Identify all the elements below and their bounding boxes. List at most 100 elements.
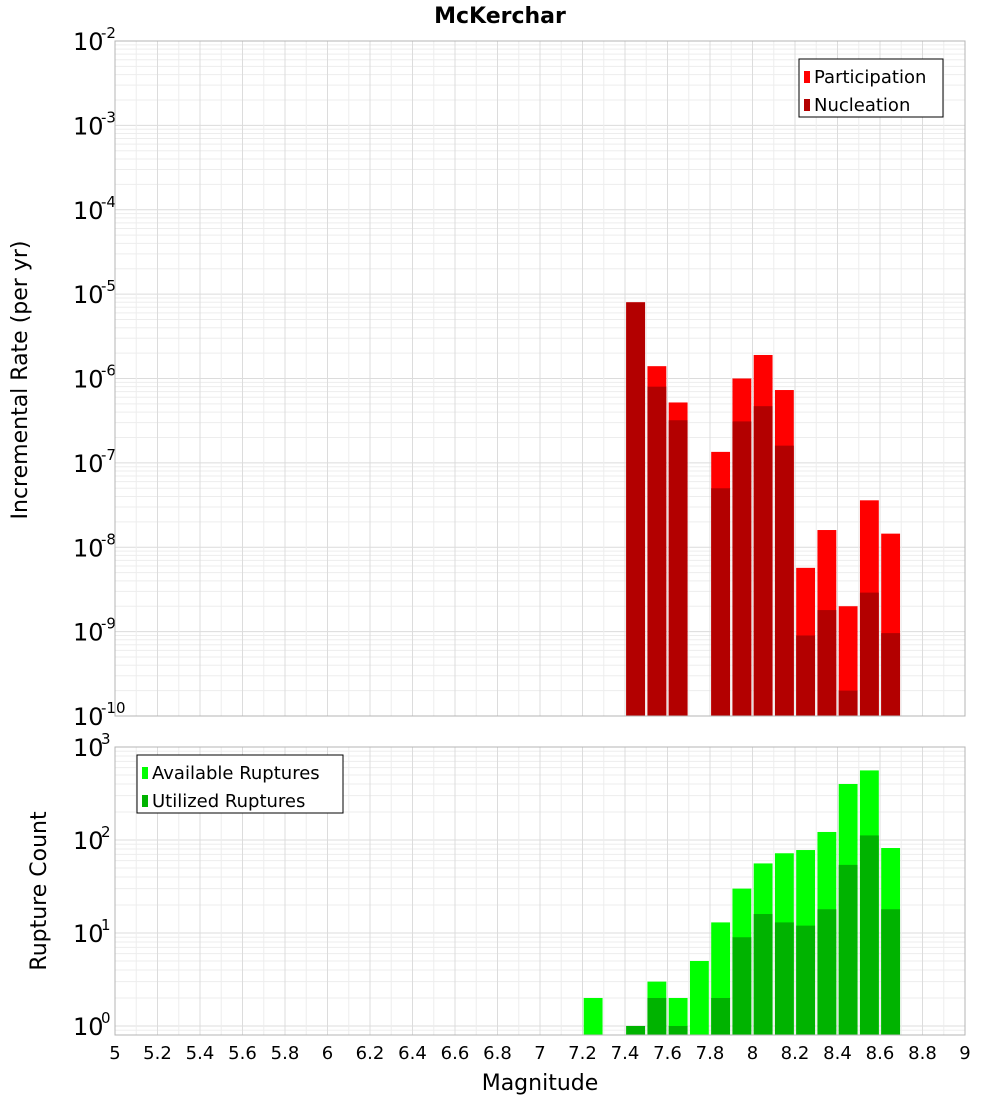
bar [774, 922, 794, 1035]
legend-box [136, 754, 344, 814]
bar [711, 997, 731, 1035]
bar [753, 406, 773, 716]
x-tick-label: 5.8 [271, 1043, 300, 1064]
bar [859, 592, 879, 716]
y-tick-label: 10 [73, 619, 104, 647]
y-tick-exponent: -4 [101, 193, 116, 211]
bar [668, 420, 688, 716]
y-tick-label: 10 [73, 1013, 104, 1041]
y-tick-label: 10 [73, 450, 104, 478]
bar [881, 909, 901, 1035]
plot-frame [114, 746, 966, 1036]
y-tick-exponent: -7 [101, 446, 116, 464]
plot-frame [114, 40, 966, 717]
legend-label: Utilized Ruptures [152, 791, 305, 812]
x-tick-label: 8.8 [908, 1043, 937, 1064]
rate-plot: 10-1010-910-810-710-610-510-410-310-2Par… [73, 24, 966, 731]
y-tick-exponent: 2 [101, 823, 111, 841]
bar [774, 445, 794, 716]
bar [732, 937, 752, 1035]
legend-label: Participation [814, 67, 926, 88]
x-tick-label: 7 [534, 1043, 545, 1064]
legend-swatch [804, 71, 810, 83]
bar [626, 1025, 646, 1035]
bar [796, 635, 816, 716]
legend: Participation Nucleation [798, 58, 944, 118]
x-tick-label: 5.4 [186, 1043, 215, 1064]
x-tick-label: 7.4 [611, 1043, 640, 1064]
y-tick-exponent: -6 [101, 362, 116, 380]
y-tick-label: 10 [73, 112, 104, 140]
x-tick-label: 5.2 [143, 1043, 172, 1064]
y-tick-label: 10 [73, 366, 104, 394]
x-tick-label: 7.6 [653, 1043, 682, 1064]
x-tick-label: 9 [959, 1043, 970, 1064]
y-tick-exponent: 1 [101, 916, 111, 934]
y-tick-exponent: 3 [101, 730, 111, 748]
y-tick-label: 10 [73, 920, 104, 948]
y-tick-exponent: -2 [101, 24, 116, 42]
x-tick-label: 6.2 [356, 1043, 385, 1064]
bar [647, 386, 667, 716]
y-tick-exponent: 0 [101, 1009, 111, 1027]
bar [796, 925, 816, 1035]
x-tick-label: 8.2 [781, 1043, 810, 1064]
y-tick-label: 10 [73, 734, 104, 762]
y-tick-exponent: -9 [101, 615, 116, 633]
legend-swatch [142, 767, 148, 779]
y-tick-label: 10 [73, 703, 104, 731]
x-tick-label: 6 [322, 1043, 333, 1064]
chart-title: McKerchar [434, 4, 566, 29]
x-tick-label: 5.6 [228, 1043, 257, 1064]
bar [838, 606, 858, 716]
x-tick-label: 6.8 [483, 1043, 512, 1064]
bar [859, 835, 879, 1035]
bar [817, 610, 837, 716]
y-tick-exponent: -3 [101, 108, 116, 126]
bar [753, 914, 773, 1035]
bar [881, 633, 901, 716]
y-tick-label: 10 [73, 281, 104, 309]
y-tick-exponent: -10 [101, 699, 126, 717]
x-tick-label: 8.6 [866, 1043, 895, 1064]
bar [668, 997, 688, 1035]
x-tick-label: 7.2 [568, 1043, 597, 1064]
legend-box [798, 58, 944, 118]
bar [647, 997, 667, 1035]
y-tick-label: 10 [73, 827, 104, 855]
bar [732, 421, 752, 716]
top-y-axis-label: Incremental Rate (per yr) [8, 241, 33, 520]
series-utilized-ruptures [626, 835, 901, 1035]
y-tick-label: 10 [73, 28, 104, 56]
y-tick-label: 10 [73, 534, 104, 562]
bar [626, 302, 646, 716]
legend-label: Available Ruptures [152, 763, 320, 784]
bar [838, 864, 858, 1035]
x-tick-label: 5 [109, 1043, 120, 1064]
bar [583, 997, 603, 1035]
x-tick-label: 6.6 [441, 1043, 470, 1064]
bar [711, 488, 731, 716]
gridlines [114, 41, 966, 717]
x-tick-label: 8 [747, 1043, 758, 1064]
bottom-y-axis-label: Rupture Count [27, 811, 52, 971]
legend-label: Nucleation [814, 95, 910, 116]
bar [838, 690, 858, 716]
legend: Available Ruptures Utilized Ruptures [136, 754, 344, 814]
series-nucleation [626, 302, 901, 716]
x-tick-label: 7.8 [696, 1043, 725, 1064]
x-tick-label: 8.4 [823, 1043, 852, 1064]
bar [668, 1025, 688, 1035]
y-tick-label: 10 [73, 197, 104, 225]
y-tick-exponent: -8 [101, 530, 116, 548]
x-axis-label: Magnitude [482, 1071, 599, 1096]
legend-swatch [804, 99, 810, 111]
x-tick-labels: 5 5.2 5.4 5.6 5.8 6 6.2 6.4 6.6 6.8 7 7.2 7.4 7.6 7.8 8… [109, 1043, 970, 1064]
y-tick-exponent: -5 [101, 277, 116, 295]
legend-swatch [142, 795, 148, 807]
bar [817, 909, 837, 1035]
x-tick-label: 6.4 [398, 1043, 427, 1064]
